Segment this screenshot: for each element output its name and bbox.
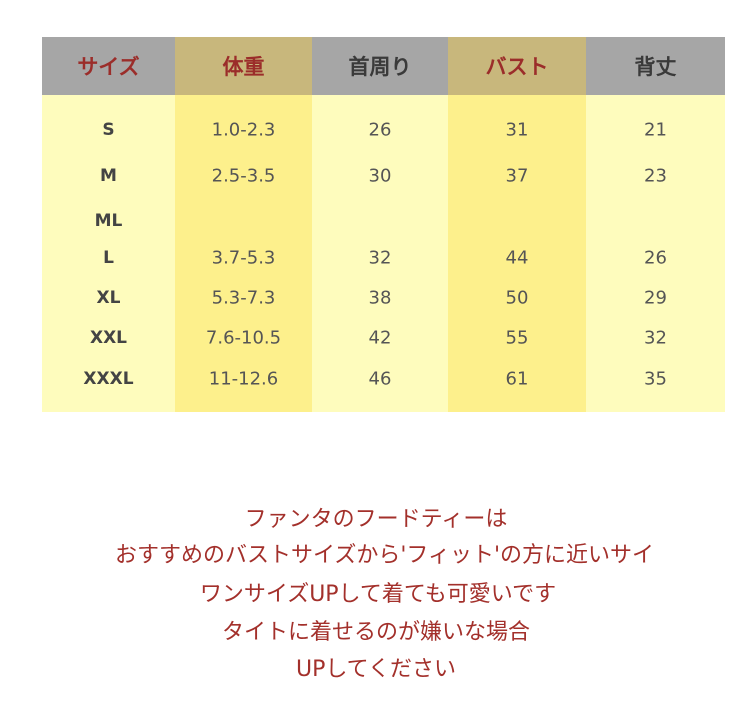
table-cell: 1.0-2.3 — [211, 119, 276, 141]
table-column: サイズ S M ML L XL XXL XXXL — [42, 37, 175, 412]
table-cell: 42 — [368, 327, 392, 349]
header-cell: サイズ — [42, 37, 175, 95]
table-cell: 26 — [644, 247, 667, 269]
table-cell: 29 — [644, 287, 667, 309]
table-cell: 32 — [368, 247, 392, 269]
table-cell: 23 — [644, 165, 667, 187]
table-cell: XL — [96, 288, 121, 308]
size-table: サイズ S M ML L XL XXL XXXL 体重 1.0-2.3 2.5-3.5 3.7-5.3… — [42, 37, 725, 412]
table-cell: 46 — [368, 368, 392, 390]
table-cell: 61 — [505, 368, 529, 390]
table-cell: 2.5-3.5 — [211, 165, 276, 187]
table-cell: 44 — [505, 247, 529, 269]
table-cell: 37 — [505, 165, 529, 187]
table-cell: 31 — [505, 119, 529, 141]
header-cell: バスト — [448, 37, 586, 95]
table-column: 体重 1.0-2.3 2.5-3.5 3.7-5.3 5.3-7.3 7.6-10.5 11… — [175, 37, 312, 412]
table-cell: 26 — [368, 119, 392, 141]
table-cell: 30 — [368, 165, 392, 187]
table-cell: L — [103, 248, 114, 268]
table-cell: XXL — [89, 328, 128, 348]
table-cell: 35 — [644, 368, 667, 390]
table-cell: 38 — [368, 287, 392, 309]
table-cell: 7.6-10.5 — [205, 327, 282, 349]
table-cell: ML — [94, 211, 123, 231]
note-line: おすすめのバストサイズから'フィット'の方に近いサイ — [115, 543, 654, 568]
table-column: 首周り 26 30 32 38 42 46 — [312, 37, 448, 412]
note-line: UPしてください — [295, 657, 457, 682]
header-cell: 体重 — [175, 37, 312, 95]
note-line: タイトに着せるのが嫌いな場合 — [221, 620, 531, 645]
table-cell: S — [102, 120, 115, 140]
table-cell: 11-12.6 — [208, 368, 279, 390]
header-cell: 首周り — [312, 37, 448, 95]
table-column: 背丈 21 23 26 29 32 35 — [586, 37, 725, 412]
table-cell: 55 — [505, 327, 529, 349]
table-cell: 50 — [505, 287, 529, 309]
table-cell: 5.3-7.3 — [211, 287, 276, 309]
table-cell: 21 — [644, 119, 667, 141]
header-cell: 背丈 — [586, 37, 725, 95]
table-cell: M — [100, 166, 117, 186]
table-cell: XXXL — [83, 369, 134, 389]
table-cell: 32 — [644, 327, 667, 349]
note-line: ファンタのフードティーは — [244, 507, 508, 532]
table-cell: 3.7-5.3 — [211, 247, 276, 269]
note-line: ワンサイズUPして着ても可愛いです — [199, 582, 557, 607]
table-column: バスト 31 37 44 50 55 61 — [448, 37, 586, 412]
